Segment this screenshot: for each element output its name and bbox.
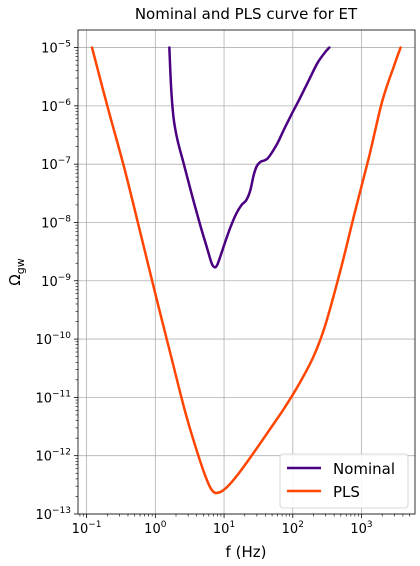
grid — [78, 30, 415, 515]
series-layer — [90, 46, 402, 495]
x-tick-label: 10−1 — [72, 520, 102, 537]
y-tick-label: 10−13 — [35, 506, 71, 523]
y-axis-label: Ωgw — [6, 258, 27, 285]
y-tick-label: 10−9 — [41, 273, 71, 290]
y-tick-label: 10−11 — [35, 389, 71, 406]
legend: Nominal PLS — [279, 453, 409, 509]
y-tick-label: 10−12 — [35, 448, 71, 465]
tick-labels: 10−1 100 101 102 103 10−13 10−12 10−11 10−10 10−9… — [35, 40, 372, 537]
series-line-pls — [90, 46, 402, 495]
x-axis-label: f (Hz) — [226, 543, 267, 561]
y-tick-label: 10−6 — [41, 98, 71, 115]
y-tick-label: 10−8 — [41, 214, 71, 231]
x-tick-label: 101 — [213, 520, 235, 537]
x-tick-label: 103 — [350, 520, 372, 537]
legend-label-nominal: Nominal — [333, 460, 395, 478]
y-tick-label: 10−7 — [41, 156, 71, 173]
chart-title: Nominal and PLS curve for ET — [135, 5, 358, 23]
plot-frame — [77, 29, 416, 515]
x-tick-label: 102 — [282, 520, 304, 537]
y-tick-label: 10−10 — [35, 331, 71, 348]
series-line-nominal — [168, 46, 331, 269]
y-tick-label: 10−5 — [41, 40, 71, 57]
legend-label-pls: PLS — [333, 483, 360, 501]
x-tick-label: 100 — [144, 520, 167, 537]
ticks — [74, 47, 410, 518]
